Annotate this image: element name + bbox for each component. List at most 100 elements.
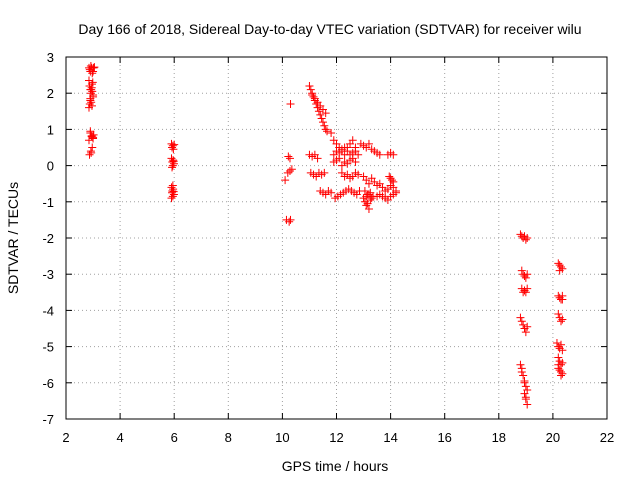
data-point	[168, 161, 177, 170]
data-point	[88, 78, 97, 87]
y-tick-label: -1	[42, 195, 54, 210]
data-point	[286, 100, 295, 109]
x-tick-label: 14	[383, 430, 397, 445]
data-point	[521, 273, 530, 282]
data-point	[168, 188, 177, 197]
data-point	[364, 139, 373, 148]
data-point	[523, 284, 532, 293]
data-point	[519, 320, 528, 329]
x-tick-label: 10	[275, 430, 289, 445]
data-point	[168, 181, 177, 190]
data-point	[520, 378, 529, 387]
data-point	[88, 69, 97, 78]
data-point	[552, 338, 561, 347]
data-point	[555, 266, 564, 275]
data-point	[85, 100, 94, 109]
y-tick-label: 0	[47, 159, 54, 174]
data-point	[170, 140, 179, 149]
x-tick-label: 16	[437, 430, 451, 445]
x-tick-label: 12	[329, 430, 343, 445]
data-point	[517, 266, 526, 275]
data-point	[364, 205, 373, 214]
y-tick-label: -3	[42, 267, 54, 282]
data-point	[281, 176, 290, 185]
data-point	[87, 80, 96, 89]
data-point	[521, 328, 530, 337]
data-point	[348, 136, 357, 145]
data-point	[335, 154, 344, 163]
data-point	[283, 168, 292, 177]
data-point	[167, 194, 176, 203]
x-tick-label: 6	[171, 430, 178, 445]
data-point	[327, 129, 336, 138]
data-point	[389, 177, 398, 186]
data-point	[286, 215, 295, 224]
data-point	[558, 315, 567, 324]
x-tick-label: 2	[62, 430, 69, 445]
data-point	[521, 288, 530, 297]
data-point	[87, 98, 96, 107]
data-point	[523, 322, 532, 331]
data-point	[85, 150, 94, 159]
data-point	[84, 136, 93, 145]
data-point	[86, 96, 95, 105]
data-point	[519, 371, 528, 380]
y-axis-label: SDTVAR / TECUs	[5, 182, 21, 294]
chart-title: Day 166 of 2018, Sidereal Day-to-day VTE…	[78, 21, 581, 37]
data-point	[554, 310, 563, 319]
data-point	[557, 371, 566, 380]
data-point	[317, 114, 326, 123]
data-point	[284, 152, 293, 161]
data-point	[87, 131, 96, 140]
data-point	[168, 141, 177, 150]
data-point	[516, 313, 525, 322]
gridlines	[66, 57, 607, 419]
data-point	[87, 148, 96, 157]
data-point	[521, 382, 530, 391]
data-point	[375, 150, 384, 159]
data-point	[557, 317, 566, 326]
x-tick-label: 22	[600, 430, 614, 445]
data-point	[520, 389, 529, 398]
data-points	[84, 62, 567, 409]
y-tick-label: -2	[42, 231, 54, 246]
data-point	[84, 103, 93, 112]
data-point	[312, 100, 321, 109]
data-point	[285, 217, 294, 226]
data-point	[366, 195, 375, 204]
data-point	[168, 192, 177, 201]
x-tick-label: 18	[492, 430, 506, 445]
data-point	[285, 167, 294, 176]
data-point	[367, 194, 376, 203]
data-point	[88, 87, 97, 96]
data-point	[90, 63, 99, 72]
data-point	[351, 157, 360, 166]
data-point	[389, 150, 398, 159]
data-point	[517, 317, 526, 326]
data-point	[320, 168, 329, 177]
x-tick-label: 8	[225, 430, 232, 445]
data-point	[89, 67, 98, 76]
data-point	[87, 85, 96, 94]
data-point	[557, 340, 566, 349]
x-tick-label: 20	[546, 430, 560, 445]
data-point	[521, 235, 530, 244]
data-point	[285, 154, 294, 163]
data-point	[320, 121, 329, 130]
data-point	[558, 358, 567, 367]
data-point	[392, 186, 401, 195]
data-point	[387, 176, 396, 185]
data-point	[327, 188, 336, 197]
data-point	[89, 133, 98, 142]
data-point	[89, 63, 98, 72]
y-tick-label: -4	[42, 303, 54, 318]
y-tick-label: 2	[47, 86, 54, 101]
data-point	[354, 170, 363, 179]
data-point	[316, 110, 325, 119]
data-point	[521, 393, 530, 402]
data-point	[523, 400, 532, 409]
data-point	[364, 179, 373, 188]
data-point	[168, 163, 177, 172]
data-point	[323, 127, 332, 136]
